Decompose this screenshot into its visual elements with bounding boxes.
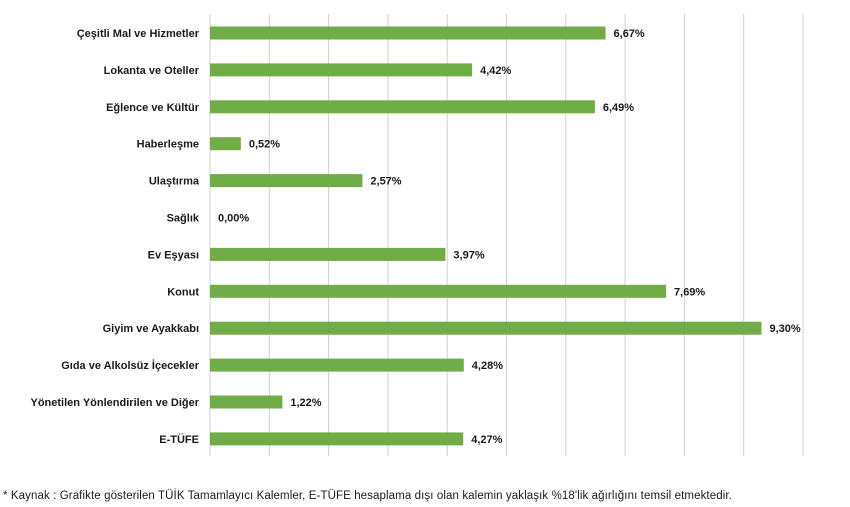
footnote: * Kaynak : Grafikte gösterilen TÜİK Tama… [3, 490, 732, 502]
value-label: 0,00% [218, 213, 249, 225]
bar [210, 321, 762, 335]
bar [210, 100, 595, 114]
value-label: 7,69% [674, 286, 705, 298]
bar-chart: Çeşitli Mal ve Hizmetler Lokanta ve Otell… [30, 14, 804, 456]
bars [210, 26, 762, 446]
value-label: 4,28% [472, 360, 503, 372]
category-label: Haberleşme [137, 139, 199, 151]
value-label: 1,22% [290, 397, 321, 409]
value-label: 0,52% [249, 139, 280, 151]
category-label: E-TÜFE [159, 433, 199, 446]
category-label: Konut [167, 286, 199, 298]
bar [210, 395, 283, 409]
value-label: 9,30% [769, 323, 800, 335]
category-label: Gıda ve Alkolsüz İçecekler [61, 359, 199, 372]
category-label: Yönetilen Yönlendirilen ve Diğer [30, 397, 199, 409]
value-label: 6,49% [603, 102, 634, 114]
value-label: 4,27% [471, 434, 502, 446]
category-label: Giyim ve Ayakkabı [103, 323, 199, 335]
category-labels: Çeşitli Mal ve Hizmetler Lokanta ve Otell… [30, 28, 199, 446]
bar [210, 137, 241, 151]
value-label: 6,67% [614, 28, 645, 40]
bar [210, 358, 464, 372]
value-label: 3,97% [453, 249, 484, 261]
bar [210, 63, 473, 77]
category-label: Ulaştırma [149, 176, 200, 188]
bar [210, 26, 606, 40]
bar [210, 174, 363, 188]
bar [210, 432, 464, 446]
value-label: 2,57% [370, 176, 401, 188]
bar [210, 247, 446, 261]
category-label: Ev Eşyası [148, 249, 199, 261]
category-label: Lokanta ve Oteller [104, 65, 200, 77]
category-label: Eğlence ve Kültür [106, 102, 200, 114]
bar [210, 284, 667, 298]
grid-lines [209, 14, 804, 456]
category-label: Sağlık [167, 213, 200, 225]
category-label: Çeşitli Mal ve Hizmetler [77, 28, 200, 40]
value-label: 4,42% [480, 65, 511, 77]
value-labels: 6,67% 4,42% 6,49% 0,52% 2,57% 0,00% 3,97% 7,69%… [218, 28, 801, 446]
